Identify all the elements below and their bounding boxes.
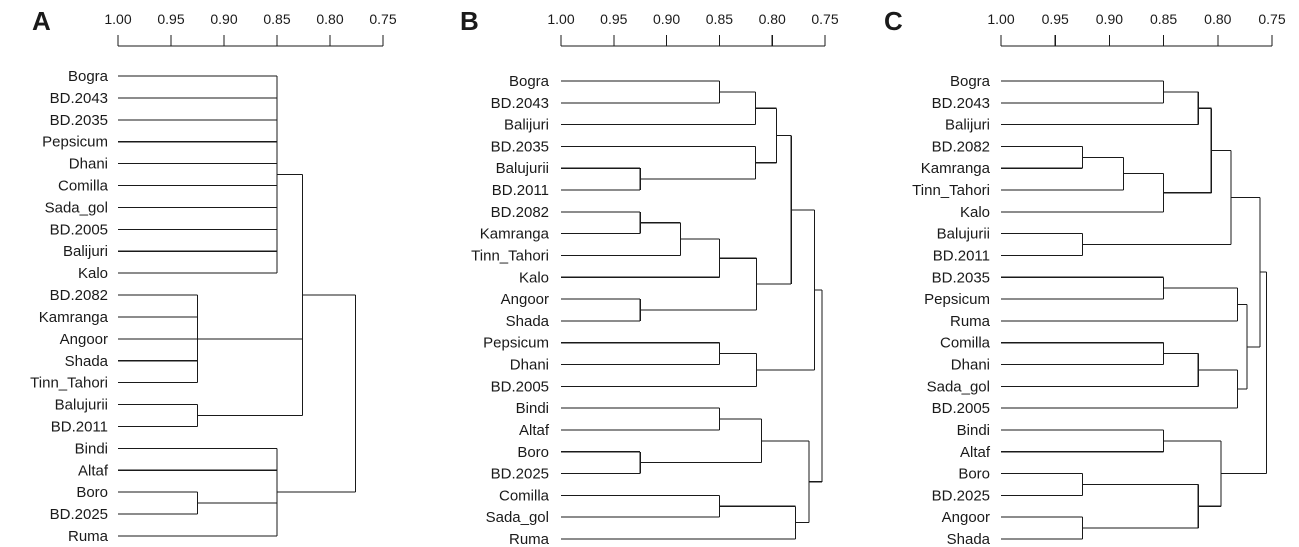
leaf-label-dhani: Dhani	[510, 357, 549, 374]
leaf-label-bd-2005: BD.2005	[491, 378, 549, 395]
leaf-label-comilla: Comilla	[58, 178, 109, 195]
leaf-label-comilla: Comilla	[940, 335, 991, 352]
scale-tick-label: 0.80	[316, 11, 343, 27]
scale-tick-label: 0.80	[759, 11, 786, 27]
leaf-label-sada-gol: Sada_gol	[927, 378, 990, 395]
leaf-label-bd-2035: BD.2035	[50, 112, 108, 129]
panel-a: A 1.00 0.95 0.90 0.85 0.80 0.75 Bogra BD.2043 BD…	[30, 6, 397, 545]
scale-tick-label: 0.90	[653, 11, 680, 27]
panel-c: C 1.00 0.95 0.90 0.85 0.80 0.75 Bogra BD.2043 Ba…	[884, 6, 1286, 547]
scale-tick-label: 0.75	[811, 11, 838, 27]
scale-tick-label: 1.00	[547, 11, 574, 27]
leaf-label-ruma: Ruma	[68, 528, 109, 545]
leaf-label-bd-2082: BD.2082	[491, 204, 549, 221]
leaf-label-shada: Shada	[506, 313, 550, 330]
leaf-label-bd-2005: BD.2005	[50, 221, 108, 238]
scale-tick-label: 0.95	[1042, 11, 1069, 27]
leaf-label-altaf: Altaf	[519, 422, 550, 439]
leaf-label-bd-2043: BD.2043	[932, 95, 990, 112]
leaf-label-bogra: Bogra	[68, 68, 109, 85]
leaf-label-kalo: Kalo	[519, 269, 549, 286]
leaf-label-boro: Boro	[958, 466, 990, 483]
leaf-label-kamranga: Kamranga	[921, 160, 991, 177]
leaf-label-bd-2035: BD.2035	[491, 138, 549, 155]
scale-tick-label: 0.95	[600, 11, 627, 27]
leaf-label-altaf: Altaf	[78, 462, 109, 479]
leaf-label-balujurii: Balujurii	[55, 397, 108, 414]
scale-tick-label: 0.85	[706, 11, 733, 27]
leaf-label-kalo: Kalo	[78, 265, 108, 282]
leaf-label-balujurii: Balujurii	[496, 160, 549, 177]
leaf-label-pepsicum: Pepsicum	[42, 134, 108, 151]
panel-letter-a: A	[32, 6, 51, 36]
leaf-label-dhani: Dhani	[951, 357, 990, 374]
leaf-label-pepsicum: Pepsicum	[924, 291, 990, 308]
leaf-label-bogra: Bogra	[509, 73, 550, 90]
panel-letter-b: B	[460, 6, 479, 36]
leaf-label-balijuri: Balijuri	[504, 117, 549, 134]
leaf-label-ruma: Ruma	[509, 531, 550, 547]
scale-tick-label: 0.85	[1150, 11, 1177, 27]
scale-tick-label: 1.00	[104, 11, 131, 27]
leaf-label-bd-2025: BD.2025	[50, 506, 108, 523]
leaf-label-sada-gol: Sada_gol	[45, 199, 108, 216]
leaf-label-shada: Shada	[947, 531, 991, 547]
leaf-label-tinn-tahori: Tinn_Tahori	[30, 375, 108, 392]
leaf-label-balujurii: Balujurii	[937, 226, 990, 243]
leaf-label-ruma: Ruma	[950, 313, 991, 330]
scale-tick-label: 1.00	[987, 11, 1014, 27]
leaf-label-bd-2043: BD.2043	[50, 90, 108, 107]
leaf-label-shada: Shada	[65, 353, 109, 370]
leaf-label-bd-2011: BD.2011	[933, 247, 990, 264]
scale-tick-label: 0.85	[263, 11, 290, 27]
scale-tick-label: 0.95	[157, 11, 184, 27]
panel-b: B 1.00 0.95 0.90 0.85 0.80 0.75 Bogra BD.2043 Ba…	[460, 6, 839, 547]
leaf-label-boro: Boro	[76, 484, 108, 501]
leaf-label-bindi: Bindi	[516, 400, 549, 417]
scale-tick-label: 0.90	[210, 11, 237, 27]
panel-letter-c: C	[884, 6, 903, 36]
leaf-label-kalo: Kalo	[960, 204, 990, 221]
scale-tick-label: 0.75	[369, 11, 396, 27]
leaf-label-bd-2082: BD.2082	[932, 138, 990, 155]
leaf-label-tinn-tahori: Tinn_Tahori	[471, 247, 549, 264]
leaf-label-boro: Boro	[517, 444, 549, 461]
leaf-label-dhani: Dhani	[69, 156, 108, 173]
scale-tick-label: 0.75	[1258, 11, 1285, 27]
scale-tick-label: 0.90	[1096, 11, 1123, 27]
leaf-label-bogra: Bogra	[950, 73, 991, 90]
leaf-label-comilla: Comilla	[499, 487, 550, 504]
leaf-label-bindi: Bindi	[75, 440, 108, 457]
leaf-label-bd-2082: BD.2082	[50, 287, 108, 304]
leaf-label-balijuri: Balijuri	[945, 117, 990, 134]
leaf-label-bd-2043: BD.2043	[491, 95, 549, 112]
leaf-label-bd-2025: BD.2025	[491, 466, 549, 483]
leaf-label-bd-2011: BD.2011	[492, 182, 549, 199]
leaf-label-angoor: Angoor	[60, 331, 108, 348]
leaf-label-kamranga: Kamranga	[39, 309, 109, 326]
leaf-label-bd-2011: BD.2011	[51, 418, 108, 435]
leaf-label-bd-2025: BD.2025	[932, 487, 990, 504]
scale-tick-label: 0.80	[1204, 11, 1231, 27]
leaf-label-bd-2035: BD.2035	[932, 269, 990, 286]
leaf-label-balijuri: Balijuri	[63, 243, 108, 260]
leaf-label-bindi: Bindi	[957, 422, 990, 439]
leaf-label-sada-gol: Sada_gol	[486, 509, 549, 526]
leaf-label-angoor: Angoor	[501, 291, 549, 308]
leaf-label-kamranga: Kamranga	[480, 226, 550, 243]
leaf-label-tinn-tahori: Tinn_Tahori	[912, 182, 990, 199]
leaf-label-altaf: Altaf	[960, 444, 991, 461]
leaf-label-pepsicum: Pepsicum	[483, 335, 549, 352]
leaf-label-angoor: Angoor	[942, 509, 990, 526]
leaf-label-bd-2005: BD.2005	[932, 400, 990, 417]
